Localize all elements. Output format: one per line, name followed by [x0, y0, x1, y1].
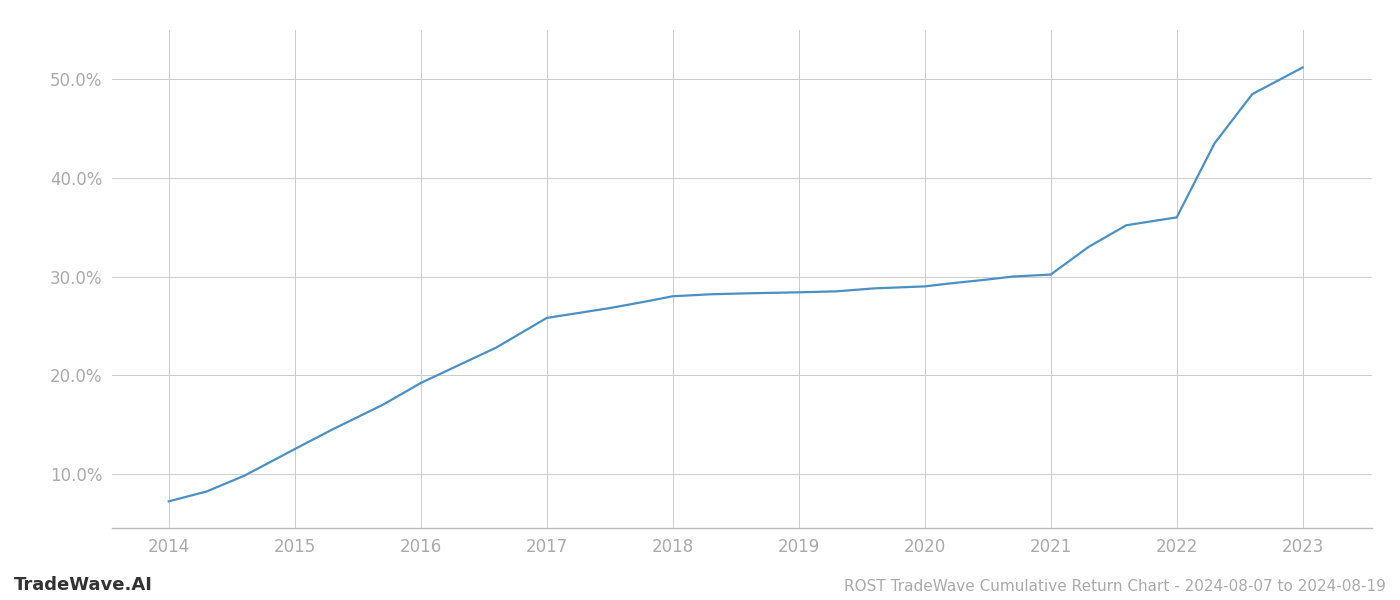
Text: TradeWave.AI: TradeWave.AI — [14, 576, 153, 594]
Text: ROST TradeWave Cumulative Return Chart - 2024-08-07 to 2024-08-19: ROST TradeWave Cumulative Return Chart -… — [844, 579, 1386, 594]
